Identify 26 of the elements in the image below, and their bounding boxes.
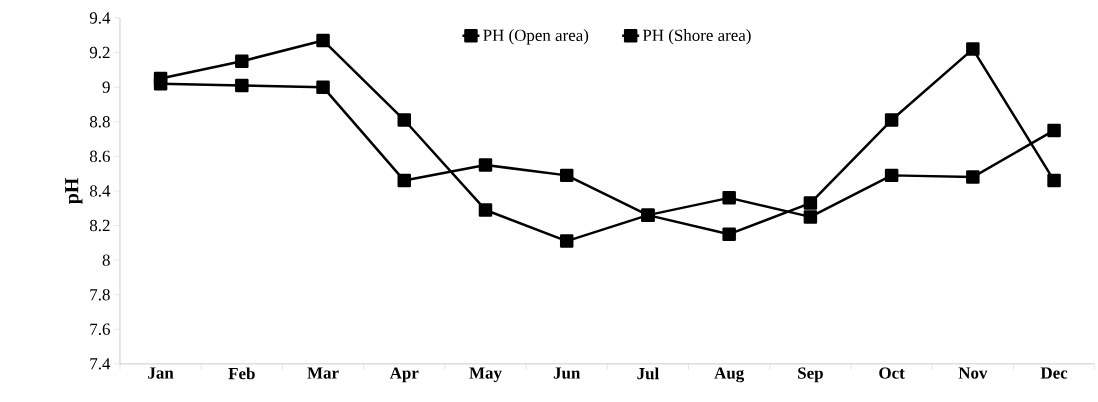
x-tick-label: Mar (307, 367, 339, 379)
x-tick-label: Feb (228, 367, 255, 380)
y-tick-label: 8.2 (89, 219, 110, 232)
x-tick-label: Jan (148, 367, 174, 379)
y-tick-label: 8 (102, 254, 110, 266)
y-tick-label: 7.8 (90, 289, 110, 301)
x-tick-label: Jun (553, 367, 581, 379)
y-tick-label: 9.4 (89, 12, 111, 24)
y-tick-label: 7.4 (90, 358, 111, 370)
x-tick-label: May (469, 367, 502, 383)
y-tick-label: 8.6 (89, 150, 110, 163)
y-tick-label: 7.6 (90, 323, 110, 336)
y-tick-label: 8.8 (89, 116, 110, 128)
x-tick-label: Sep (798, 367, 823, 383)
x-tick-label: Jul (637, 367, 659, 380)
x-tick-label: Apr (389, 367, 419, 383)
legend-label: PH (Shore area) (642, 29, 751, 45)
legend-label: PH (Open area) (483, 29, 589, 45)
x-tick-label: Oct (879, 367, 905, 379)
y-tick-label: 9.2 (89, 46, 110, 59)
y-tick-label: 9 (102, 81, 110, 93)
y-axis-title: pH (65, 178, 83, 205)
x-tick-label: Dec (1040, 367, 1068, 379)
x-tick-label: Nov (958, 367, 988, 379)
x-tick-label: Aug (714, 367, 745, 383)
y-tick-label: 8.4 (89, 185, 111, 197)
